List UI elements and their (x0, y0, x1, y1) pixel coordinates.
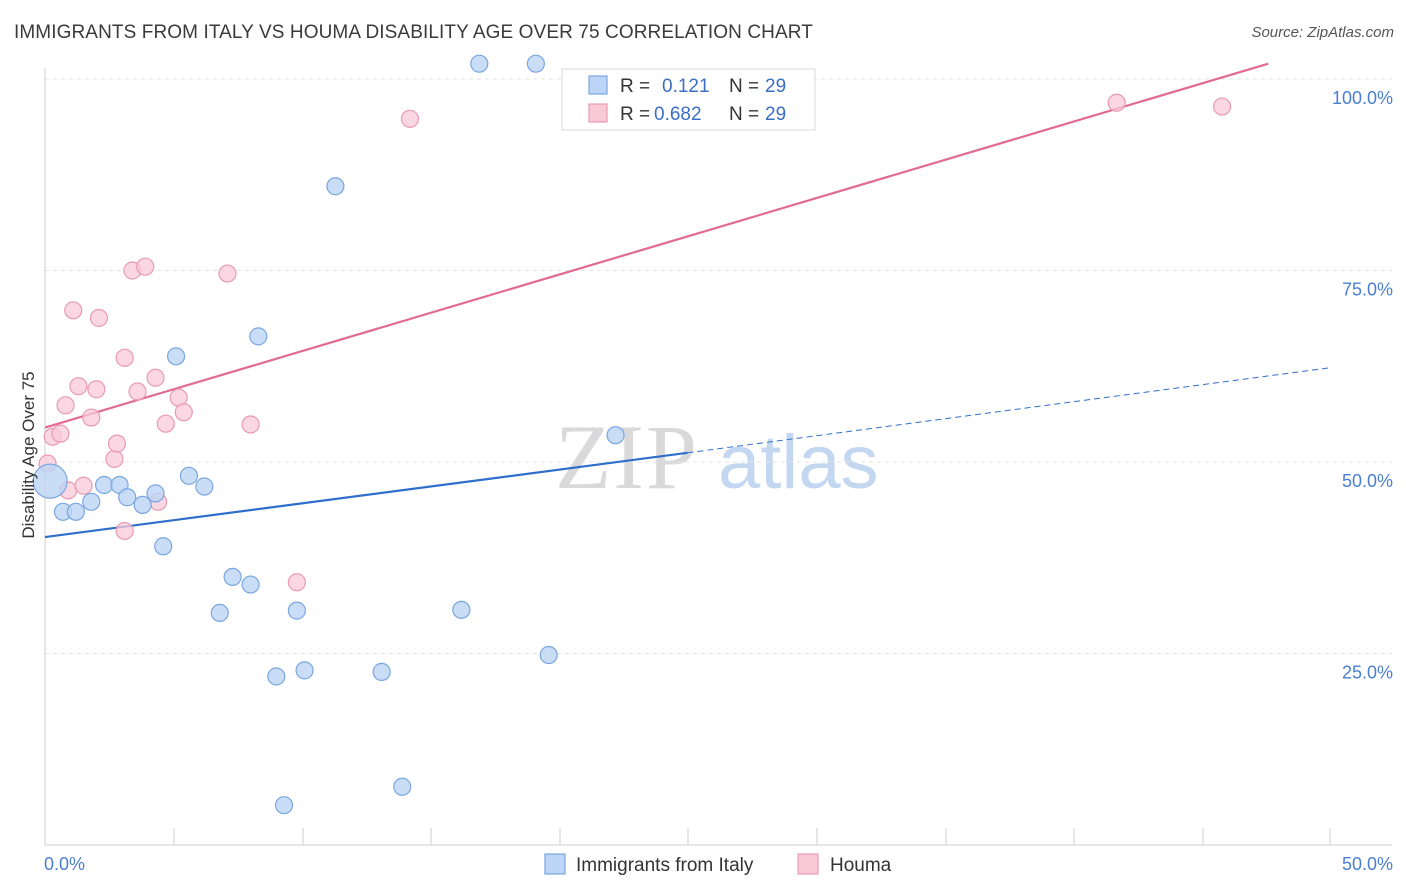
trend-line-italy-extension (687, 367, 1331, 454)
point-italy-3 (82, 492, 101, 511)
point-houma-25 (287, 573, 306, 592)
point-italy-27 (539, 645, 558, 665)
point-italy-12 (195, 477, 214, 496)
point-houma-27 (1107, 93, 1126, 112)
bottom-legend-houma: Houma (830, 855, 892, 876)
x-tick-label-min: 0.0% (44, 854, 85, 874)
point-italy-21 (326, 177, 345, 196)
point-italy-15 (241, 575, 260, 594)
point-italy-26 (526, 54, 545, 73)
y-tick-label-50: 50.0% (1342, 471, 1393, 491)
bottom-legend-swatch-italy (544, 853, 566, 875)
point-italy-14 (223, 567, 242, 587)
stats-legend: R = 0.121 N = 29 R = 0.682 N = 29 (561, 68, 816, 131)
point-italy-23 (393, 777, 412, 796)
point-houma-22 (174, 403, 193, 422)
point-italy-28 (606, 426, 625, 445)
chart-title: IMMIGRANTS FROM ITALY VS HOUMA DISABILIT… (14, 22, 813, 43)
point-houma-3 (56, 396, 75, 415)
point-houma-6 (69, 377, 88, 396)
legend-r-value-2: 0.682 (654, 104, 702, 125)
point-italy-20 (295, 661, 314, 680)
point-houma-13 (115, 521, 134, 541)
point-houma-18 (146, 368, 165, 387)
point-houma-20 (156, 414, 175, 433)
legend-n-label-1: N = (729, 76, 759, 97)
trend-line-houma (44, 62, 1269, 429)
point-houma-8 (82, 408, 101, 427)
point-houma-26 (400, 109, 420, 128)
y-axis-label: Disability Age Over 75 (19, 371, 38, 538)
legend-swatch-italy (588, 75, 608, 95)
point-italy-2 (66, 502, 85, 521)
point-italy-9 (154, 537, 173, 556)
legend-r-value-1: 0.121 (662, 76, 710, 97)
point-italy-7 (133, 495, 152, 514)
legend-n-value-2: 29 (765, 104, 786, 125)
point-houma-2 (51, 424, 70, 443)
legend-r-label-1: R = (620, 76, 650, 97)
bottom-legend: Immigrants from Italy Houma (544, 853, 892, 876)
point-houma-14 (115, 348, 134, 367)
point-italy-18 (274, 796, 294, 815)
point-houma-24 (241, 415, 260, 434)
trend-line-italy (44, 451, 688, 539)
point-italy-17 (267, 667, 286, 686)
legend-n-label-2: N = (729, 104, 759, 125)
legend-n-value-1: 29 (765, 76, 786, 97)
bottom-legend-italy: Immigrants from Italy (576, 855, 754, 876)
x-tick-label-max: 50.0% (1342, 854, 1393, 874)
point-houma-7 (74, 476, 93, 495)
trend-lines (44, 62, 1331, 539)
point-houma-23 (218, 264, 237, 283)
point-houma-10 (89, 308, 109, 328)
data-points (32, 54, 1232, 815)
source-label: Source: ZipAtlas.com (1251, 24, 1394, 41)
point-houma-9 (87, 380, 106, 399)
point-italy-19 (287, 601, 306, 620)
point-italy-0 (32, 463, 68, 499)
legend-swatch-houma (588, 103, 608, 123)
gridlines (45, 78, 1392, 654)
point-houma-17 (136, 257, 155, 276)
point-italy-16 (249, 327, 268, 346)
point-houma-5 (64, 301, 83, 320)
point-italy-25 (470, 54, 489, 73)
point-italy-4 (95, 475, 114, 495)
y-tick-label-100: 100.0% (1332, 88, 1393, 108)
legend-r-label-2: R = (620, 104, 650, 125)
y-tick-label-75: 75.0% (1342, 280, 1393, 300)
point-italy-8 (146, 484, 165, 503)
point-houma-12 (107, 434, 127, 453)
point-italy-24 (452, 600, 471, 619)
bottom-legend-swatch-houma (797, 853, 819, 875)
point-italy-11 (179, 466, 199, 485)
point-italy-6 (118, 488, 137, 507)
watermark-zip: ZIP (555, 406, 699, 508)
point-houma-28 (1212, 97, 1232, 116)
point-italy-13 (210, 603, 229, 623)
point-houma-11 (105, 449, 124, 469)
y-tick-label-25: 25.0% (1342, 663, 1393, 683)
point-italy-22 (372, 662, 391, 681)
point-houma-16 (128, 382, 147, 401)
point-italy-10 (166, 347, 186, 366)
